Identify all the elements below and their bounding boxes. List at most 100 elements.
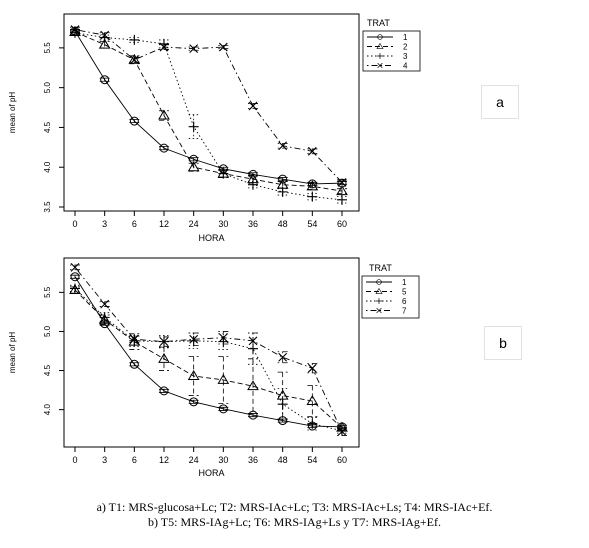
y-axis-label: mean of pH (8, 332, 17, 374)
series-line-4 (74, 29, 343, 183)
legend-entry-label: 1 (403, 33, 408, 42)
data-point (70, 283, 80, 294)
x-tick-label: 12 (159, 455, 169, 465)
error-bar (277, 388, 288, 421)
y-tick-label: 4.5 (43, 121, 52, 133)
data-point (129, 359, 139, 369)
error-bar (337, 188, 347, 194)
legend-marker-shape (377, 34, 383, 40)
error-bar (307, 417, 318, 431)
x-tick-label: 6 (132, 455, 137, 465)
x-tick-label: 54 (307, 219, 317, 229)
x-tick-label: 6 (132, 219, 137, 229)
legend-entry-label: 1 (402, 278, 407, 287)
data-point (189, 44, 199, 54)
error-bar (248, 103, 258, 109)
y-tick-label: 4.0 (43, 404, 52, 416)
data-point (307, 146, 317, 156)
y-tick-label: 5.5 (43, 42, 52, 54)
error-bar (159, 346, 169, 371)
legend-marker (375, 287, 383, 294)
error-bar (277, 371, 288, 420)
x-tick-label: 60 (337, 219, 347, 229)
error-bar (159, 334, 169, 349)
data-point (98, 38, 111, 49)
legend-marker (376, 42, 384, 49)
series-5 (69, 284, 348, 432)
x-axis-label: HORA (198, 468, 224, 478)
data-point (129, 116, 139, 126)
y-tick-label: 3.5 (43, 201, 52, 213)
data-point (159, 42, 169, 52)
y-tick-label: 5.0 (43, 325, 52, 337)
legend-marker-shape (376, 307, 382, 314)
x-tick-label: 48 (278, 455, 288, 465)
series-2 (69, 25, 348, 196)
series-line-5 (74, 289, 343, 428)
data-point (188, 121, 199, 132)
legend-title: TRAT (369, 263, 392, 273)
series-1 (70, 26, 347, 189)
data-point (129, 34, 140, 45)
data-point (218, 404, 228, 414)
data-point (278, 352, 288, 362)
series-line-1 (74, 30, 343, 185)
series-line-3 (74, 32, 343, 201)
data-point (159, 386, 169, 396)
panel-label-a: a (481, 85, 519, 119)
data-point (189, 397, 199, 407)
data-point (248, 336, 258, 346)
legend-marker (376, 52, 384, 60)
data-point (99, 312, 110, 323)
x-tick-label: 30 (218, 219, 228, 229)
data-point (336, 185, 348, 196)
legend-marker-shape (376, 52, 384, 60)
data-point (247, 380, 259, 391)
legend-marker-shape (376, 42, 384, 49)
legend-marker-shape (376, 279, 382, 285)
error-bar (277, 142, 288, 149)
data-point (100, 75, 110, 85)
data-point (277, 186, 288, 197)
error-bar (218, 356, 229, 404)
error-bar (188, 356, 199, 396)
y-tick-label: 4.5 (43, 364, 52, 376)
error-bar (218, 45, 229, 50)
legend-box (361, 275, 420, 319)
legend-entry-label: 4 (403, 62, 408, 71)
data-point (337, 427, 347, 436)
data-point (217, 373, 230, 384)
data-point (187, 370, 200, 381)
series-4 (70, 25, 347, 187)
series-6 (70, 283, 347, 436)
data-point (337, 194, 347, 205)
x-axis-label: HORA (198, 233, 224, 243)
figure-caption: a) T1: MRS-glucosa+Lc; T2: MRS-IAc+Lc; T… (0, 500, 589, 530)
caption-line-1: a) T1: MRS-glucosa+Lc; T2: MRS-IAc+Lc; T… (96, 500, 493, 514)
data-point (70, 25, 80, 34)
error-bar (188, 46, 199, 51)
legend-marker (376, 307, 382, 314)
error-bar (70, 264, 80, 271)
x-tick-label: 36 (248, 219, 258, 229)
y-tick-label: 5.5 (43, 286, 52, 298)
legend-marker (377, 34, 383, 40)
data-point (337, 178, 347, 188)
data-point (70, 262, 80, 272)
x-tick-label: 36 (248, 455, 258, 465)
series-line-1 (74, 276, 343, 428)
data-point (187, 161, 200, 172)
error-bar (99, 32, 110, 38)
x-tick-label: 3 (102, 455, 107, 465)
x-tick-label: 0 (72, 455, 77, 465)
x-tick-label: 0 (72, 219, 77, 229)
data-point (128, 53, 141, 64)
series-3 (70, 27, 347, 205)
legend-entry-label: 3 (403, 52, 408, 61)
data-point (158, 352, 170, 363)
panel-label-a-text: a (496, 94, 504, 110)
legend-marker (376, 279, 382, 285)
